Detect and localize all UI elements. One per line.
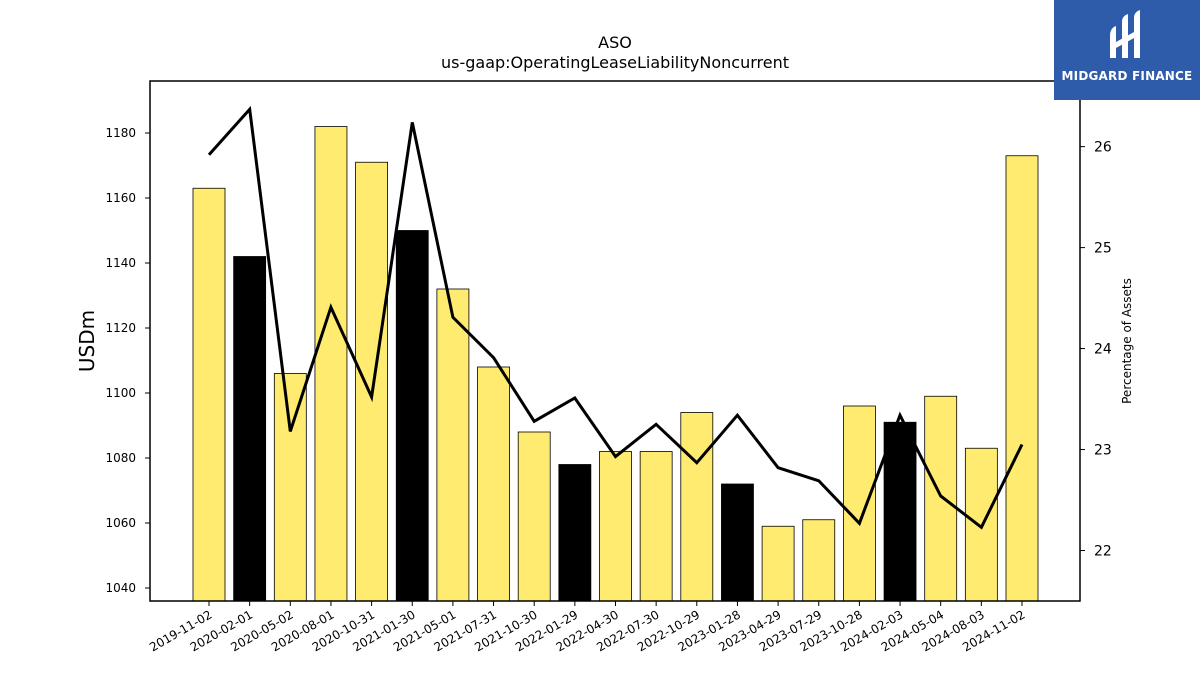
bar	[761, 525, 795, 602]
right-axis-ticks: 22 23 24 25 26	[1080, 140, 1112, 560]
y-tick-label: 1040	[105, 581, 136, 595]
y2-tick-label: 22	[1094, 544, 1112, 560]
bar	[721, 483, 754, 602]
left-axis-ticks: 1040 1060 1080 1100 1120 1140 1160 1180	[105, 126, 150, 595]
bar	[436, 288, 470, 602]
line-series	[207, 105, 1024, 530]
bar	[314, 126, 348, 602]
y-tick-label: 1080	[105, 451, 136, 465]
bar	[883, 421, 917, 602]
chart-subtitle: us-gaap:OperatingLeaseLiabilityNoncurren…	[441, 53, 789, 72]
y2-tick-label: 26	[1094, 140, 1112, 156]
y-tick-label: 1160	[105, 191, 136, 205]
bar	[843, 405, 876, 602]
y-tick-label: 1100	[105, 386, 136, 400]
bar	[273, 373, 307, 602]
y2-tick-label: 23	[1094, 443, 1112, 459]
y2-tick-label: 24	[1094, 342, 1112, 358]
bar	[599, 451, 632, 602]
bar	[355, 161, 389, 602]
y-axis-label: USDm	[75, 310, 99, 372]
bar	[233, 256, 267, 602]
chart-title: ASO	[598, 33, 632, 52]
bar	[639, 451, 673, 602]
logo-mark-icon	[1110, 10, 1140, 58]
y2-tick-label: 25	[1094, 241, 1112, 257]
bar	[680, 412, 714, 602]
bar	[517, 431, 551, 602]
bar	[395, 230, 429, 602]
y-tick-label: 1140	[105, 256, 136, 270]
x-axis-ticks: 2019-11-022020-02-012020-05-022020-08-01…	[147, 601, 1028, 654]
bar	[924, 395, 958, 602]
y2-axis-label: Percentage of Assets	[1120, 278, 1134, 404]
logo-text: MIDGARD FINANCE	[1061, 69, 1193, 83]
y-tick-label: 1180	[105, 126, 136, 140]
percentage-line	[207, 105, 1024, 530]
bar	[477, 366, 510, 602]
bar-series	[192, 126, 1039, 602]
y-tick-label: 1120	[105, 321, 136, 335]
bar	[802, 519, 836, 602]
y-tick-label: 1060	[105, 516, 136, 530]
bar	[192, 187, 226, 602]
bar	[558, 464, 592, 602]
midgard-finance-logo: MIDGARD FINANCE	[1054, 0, 1200, 100]
bar	[1005, 155, 1039, 602]
